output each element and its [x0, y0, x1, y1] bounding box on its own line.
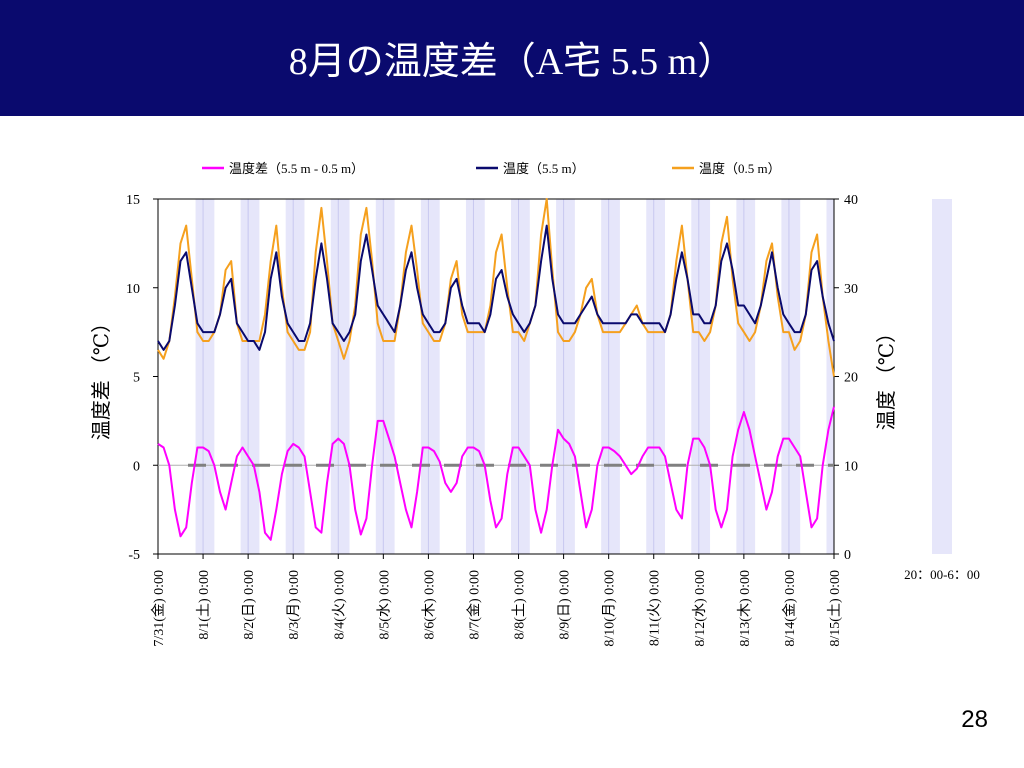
left-tick-label: 0 — [133, 459, 140, 474]
night-band — [195, 199, 215, 554]
side-legend-band — [932, 199, 952, 554]
x-tick-label: 8/9(日) 0:00 — [558, 570, 573, 640]
night-band — [420, 199, 440, 554]
night-band — [465, 199, 485, 554]
x-tick-label: 8/10(月) 0:00 — [602, 570, 618, 647]
series-temp-5-5m-line — [157, 224, 835, 351]
night-band — [826, 199, 834, 554]
right-tick-label: 40 — [844, 193, 858, 208]
x-tick-label: 8/4(火) 0:00 — [332, 570, 347, 640]
night-band — [240, 199, 260, 554]
night-band — [556, 199, 575, 554]
x-tick-label: 7/31(金) 0:00 — [151, 570, 167, 647]
y-axis-title-right: 温度 （℃） — [875, 323, 898, 430]
left-tick-label: 10 — [126, 282, 140, 297]
legend-label: 温度（5.5 m） — [503, 161, 585, 176]
night-band — [781, 199, 801, 554]
x-tick-label: 8/15(土) 0:00 — [827, 570, 843, 647]
night-band — [646, 199, 665, 554]
page-number: 28 — [961, 706, 988, 733]
x-tick-label: 8/7(金) 0:00 — [466, 570, 482, 640]
right-tick-label: 0 — [844, 548, 851, 563]
night-band — [511, 199, 530, 554]
slide-title: 8月の温度差（A宅 5.5 m） — [288, 41, 736, 83]
x-tick-label: 8/5(水) 0:00 — [376, 570, 392, 640]
x-tick-label: 8/13(木) 0:00 — [737, 570, 753, 647]
night-band — [736, 199, 756, 554]
series-diff-line — [157, 406, 835, 541]
x-tick-label: 8/8(土) 0:00 — [512, 570, 528, 640]
legend-label: 温度差（5.5 m - 0.5 m） — [229, 161, 364, 176]
x-tick-label: 8/12(水) 0:00 — [692, 570, 708, 647]
x-tick-label: 8/3(月) 0:00 — [286, 570, 302, 640]
legend-label: 温度（0.5 m） — [699, 161, 781, 176]
left-tick-label: 5 — [133, 371, 140, 386]
night-band — [330, 199, 350, 554]
x-tick-label: 8/11(火) 0:00 — [648, 570, 663, 646]
y-axis-title-left: 温度差 （℃） — [90, 313, 113, 440]
night-band — [285, 199, 305, 554]
left-tick-label: -5 — [128, 548, 140, 563]
right-tick-label: 20 — [844, 371, 858, 386]
right-tick-label: 30 — [844, 282, 858, 297]
left-tick-label: 15 — [126, 193, 140, 208]
night-band — [375, 199, 395, 554]
x-tick-label: 8/1(土) 0:00 — [196, 570, 212, 640]
x-tick-label: 8/2(日) 0:00 — [242, 570, 257, 640]
x-tick-label: 8/6(木) 0:00 — [421, 570, 437, 640]
title-bar: 8月の温度差（A宅 5.5 m） — [0, 0, 1024, 116]
night-band — [691, 199, 711, 554]
series-temp-0-5m-line — [157, 198, 835, 377]
right-tick-label: 10 — [844, 459, 858, 474]
side-legend-label: 20：00-6：00 — [904, 567, 980, 582]
night-band — [601, 199, 620, 554]
x-tick-label: 8/14(金) 0:00 — [782, 570, 798, 647]
